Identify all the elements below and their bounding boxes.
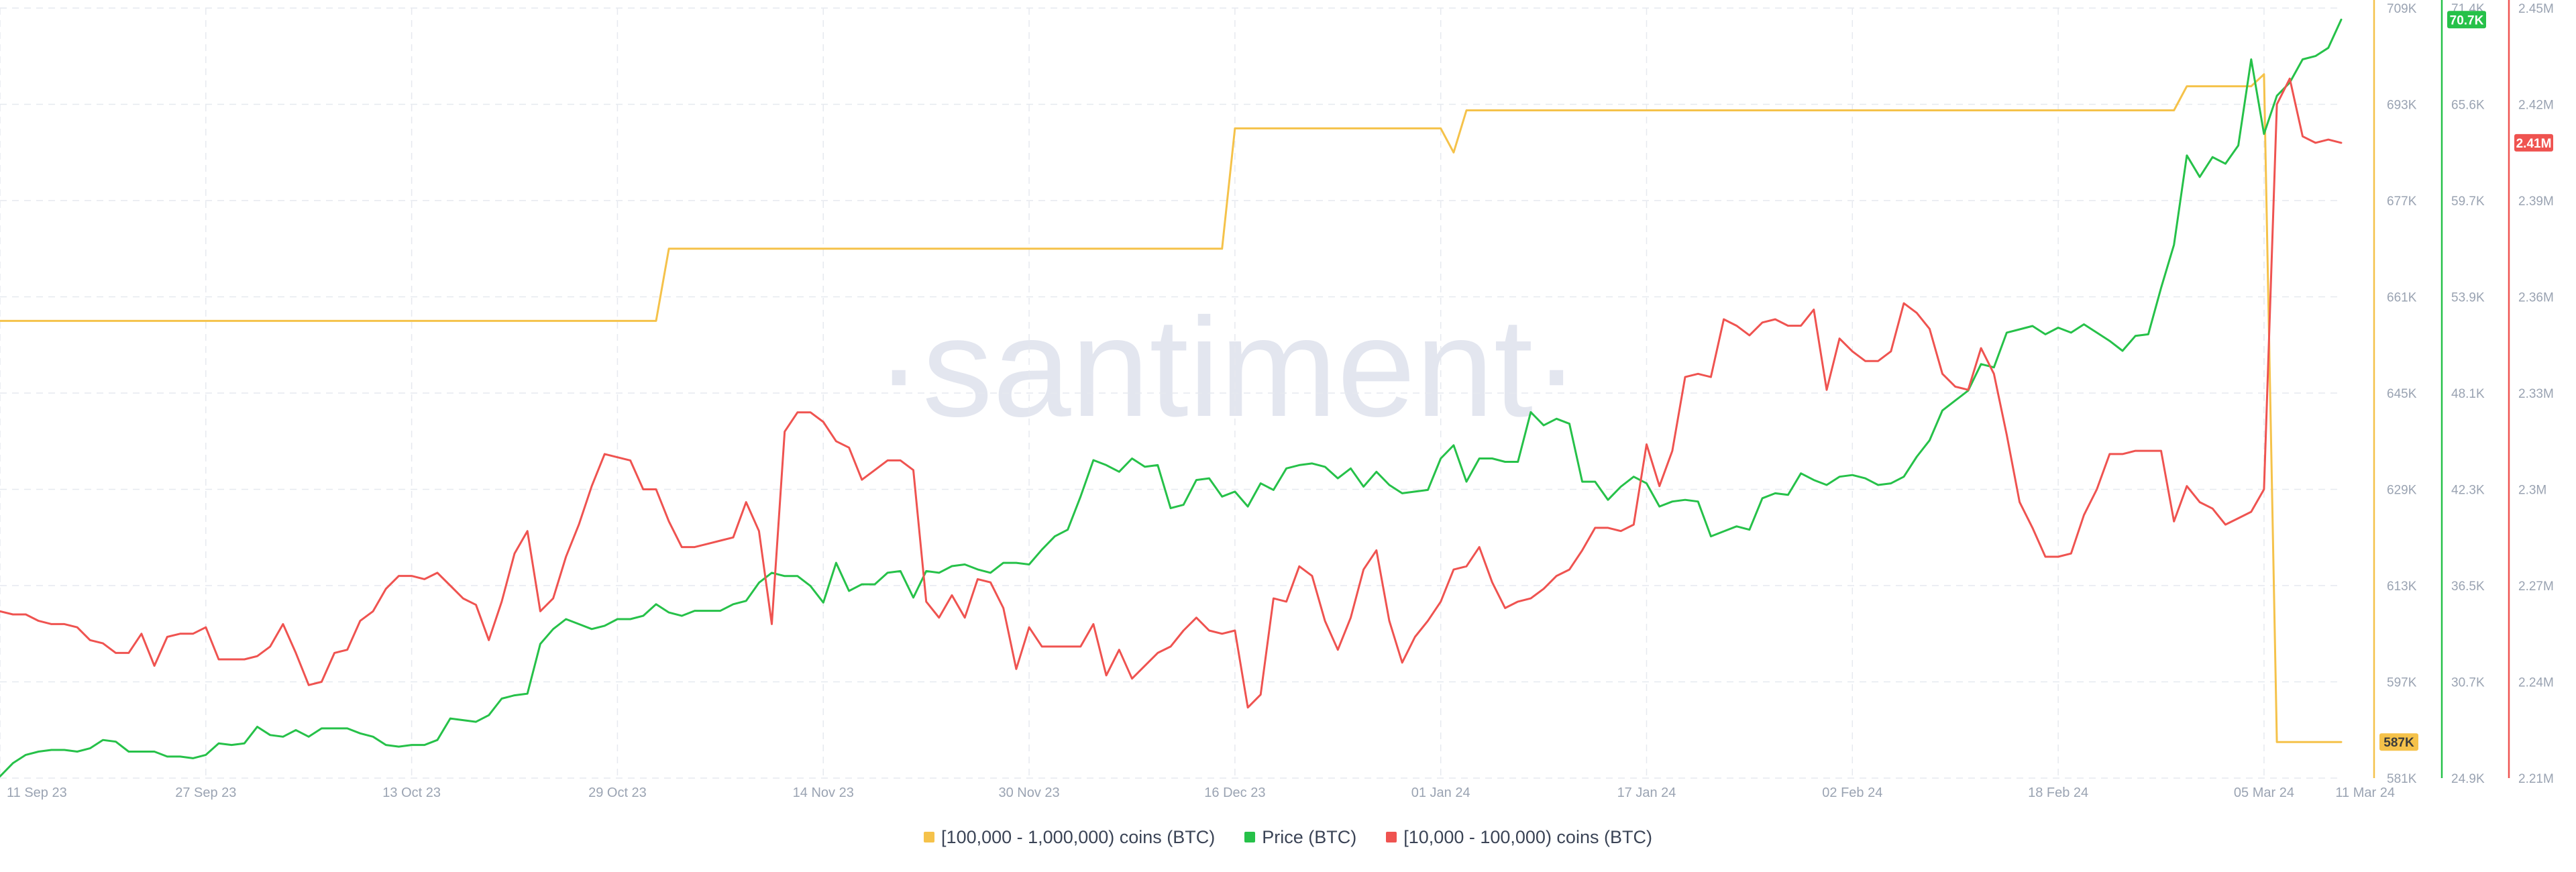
x-tick-label: 29 Oct 23 bbox=[588, 785, 647, 800]
price-tick-label: 65.6K bbox=[2451, 99, 2485, 113]
holders_large-tick-label: 661K bbox=[2387, 291, 2417, 305]
last-value-badges: 587K 70.7K 2.41M bbox=[2379, 11, 2553, 751]
holders_mid-tick-label: 2.3M bbox=[2518, 484, 2546, 498]
legend-swatch-price bbox=[1244, 832, 1256, 842]
last-value-badge-price bbox=[2447, 11, 2486, 29]
x-tick-label: 01 Jan 24 bbox=[1411, 785, 1470, 800]
santiment-watermark: ·santiment· bbox=[875, 288, 1580, 446]
x-tick-label: 11 Sep 23 bbox=[7, 785, 67, 800]
legend: [100,000 - 1,000,000) coins (BTC) Price … bbox=[0, 824, 2576, 851]
holders_large-tick-label: 677K bbox=[2387, 195, 2417, 209]
x-tick-label: 30 Nov 23 bbox=[998, 785, 1059, 800]
holders_large-tick-label: 613K bbox=[2387, 580, 2417, 594]
holders_large-tick-label: 581K bbox=[2387, 772, 2417, 786]
price-tick-label: 48.1K bbox=[2451, 387, 2485, 401]
legend-label-price: Price (BTC) bbox=[1262, 826, 1357, 847]
last-value-label-holders_large: 587K bbox=[2383, 736, 2414, 750]
x-tick-label: 16 Dec 23 bbox=[1204, 785, 1265, 800]
holders_mid-tick-label: 2.36M bbox=[2518, 291, 2554, 305]
holders_mid-tick-label: 2.39M bbox=[2518, 195, 2554, 209]
legend-item-price[interactable]: Price (BTC) bbox=[1244, 827, 1356, 848]
holders_mid-tick-label: 2.24M bbox=[2518, 676, 2554, 690]
y-axis-holders-large: 709K 693K 677K 661K 645K 629K 613K 597K 581K bbox=[2373, 0, 2417, 786]
x-tick-label: 14 Nov 23 bbox=[793, 785, 854, 800]
holders_large-tick-label: 709K bbox=[2387, 2, 2417, 16]
y-axis-holders-mid: 2.45M 2.42M 2.39M 2.36M 2.33M 2.3M 2.27M 2.24M 2… bbox=[2508, 0, 2554, 786]
legend-swatch-holders-mid bbox=[1386, 832, 1397, 842]
legend-item-holders-large[interactable]: [100,000 - 1,000,000) coins (BTC) bbox=[924, 827, 1215, 848]
x-axis: 11 Sep 23 27 Sep 23 13 Oct 23 29 Oct 23 14 N… bbox=[7, 785, 2395, 800]
legend-label-holders-mid: [10,000 - 100,000) coins (BTC) bbox=[1403, 826, 1652, 847]
holders_large-tick-label: 629K bbox=[2387, 484, 2417, 498]
holders_mid-tick-label: 2.45M bbox=[2518, 2, 2554, 16]
holders_mid-tick-label: 2.33M bbox=[2518, 387, 2554, 401]
series-line-price bbox=[0, 18, 2343, 777]
holders_large-tick-label: 597K bbox=[2387, 676, 2417, 690]
price-tick-label: 24.9K bbox=[2451, 772, 2485, 786]
price-tick-label: 59.7K bbox=[2451, 195, 2485, 209]
x-tick-label: 02 Feb 24 bbox=[1822, 785, 1882, 800]
last-value-label-holders_mid: 2.41M bbox=[2516, 137, 2552, 151]
holders_large-tick-label: 645K bbox=[2387, 387, 2417, 401]
legend-swatch-holders-large bbox=[924, 832, 935, 842]
x-tick-label: 27 Sep 23 bbox=[175, 785, 236, 800]
price-tick-label: 30.7K bbox=[2451, 676, 2485, 690]
last-value-badge-holders_mid bbox=[2514, 133, 2553, 152]
y-axis-price: 71.4K65.6K59.7K53.9K48.1K42.3K36.5K30.7K… bbox=[2440, 0, 2485, 786]
x-tick-label: 17 Jan 24 bbox=[1617, 785, 1676, 800]
holders_mid-tick-label: 2.21M bbox=[2518, 772, 2554, 786]
x-tick-label: 13 Oct 23 bbox=[382, 785, 441, 800]
price-tick-label: 42.3K bbox=[2451, 484, 2485, 498]
holders_large-tick-label: 693K bbox=[2387, 99, 2417, 113]
x-tick-label: 05 Mar 24 bbox=[2234, 785, 2294, 800]
x-tick-label: 18 Feb 24 bbox=[2028, 785, 2088, 800]
last-value-badge-holders_large bbox=[2379, 733, 2418, 751]
x-tick-label: 11 Mar 24 bbox=[2335, 785, 2395, 800]
series-line-holders_mid bbox=[0, 77, 2343, 709]
legend-item-holders-mid[interactable]: [10,000 - 100,000) coins (BTC) bbox=[1386, 827, 1652, 848]
price-tick-label: 36.5K bbox=[2451, 580, 2485, 594]
chart-svg: ·santiment· 11 Sep 23 27 Sep 23 13 Oct 23 2… bbox=[0, 0, 2554, 800]
holders_mid-tick-label: 2.42M bbox=[2518, 99, 2554, 113]
price-tick-label: 53.9K bbox=[2451, 291, 2485, 305]
series-layer bbox=[0, 18, 2343, 777]
holders_mid-tick-label: 2.27M bbox=[2518, 580, 2554, 594]
series-line-holders_large bbox=[0, 73, 2343, 743]
legend-label-holders-large: [100,000 - 1,000,000) coins (BTC) bbox=[941, 826, 1216, 847]
last-value-label-price: 70.7K bbox=[2450, 13, 2484, 28]
